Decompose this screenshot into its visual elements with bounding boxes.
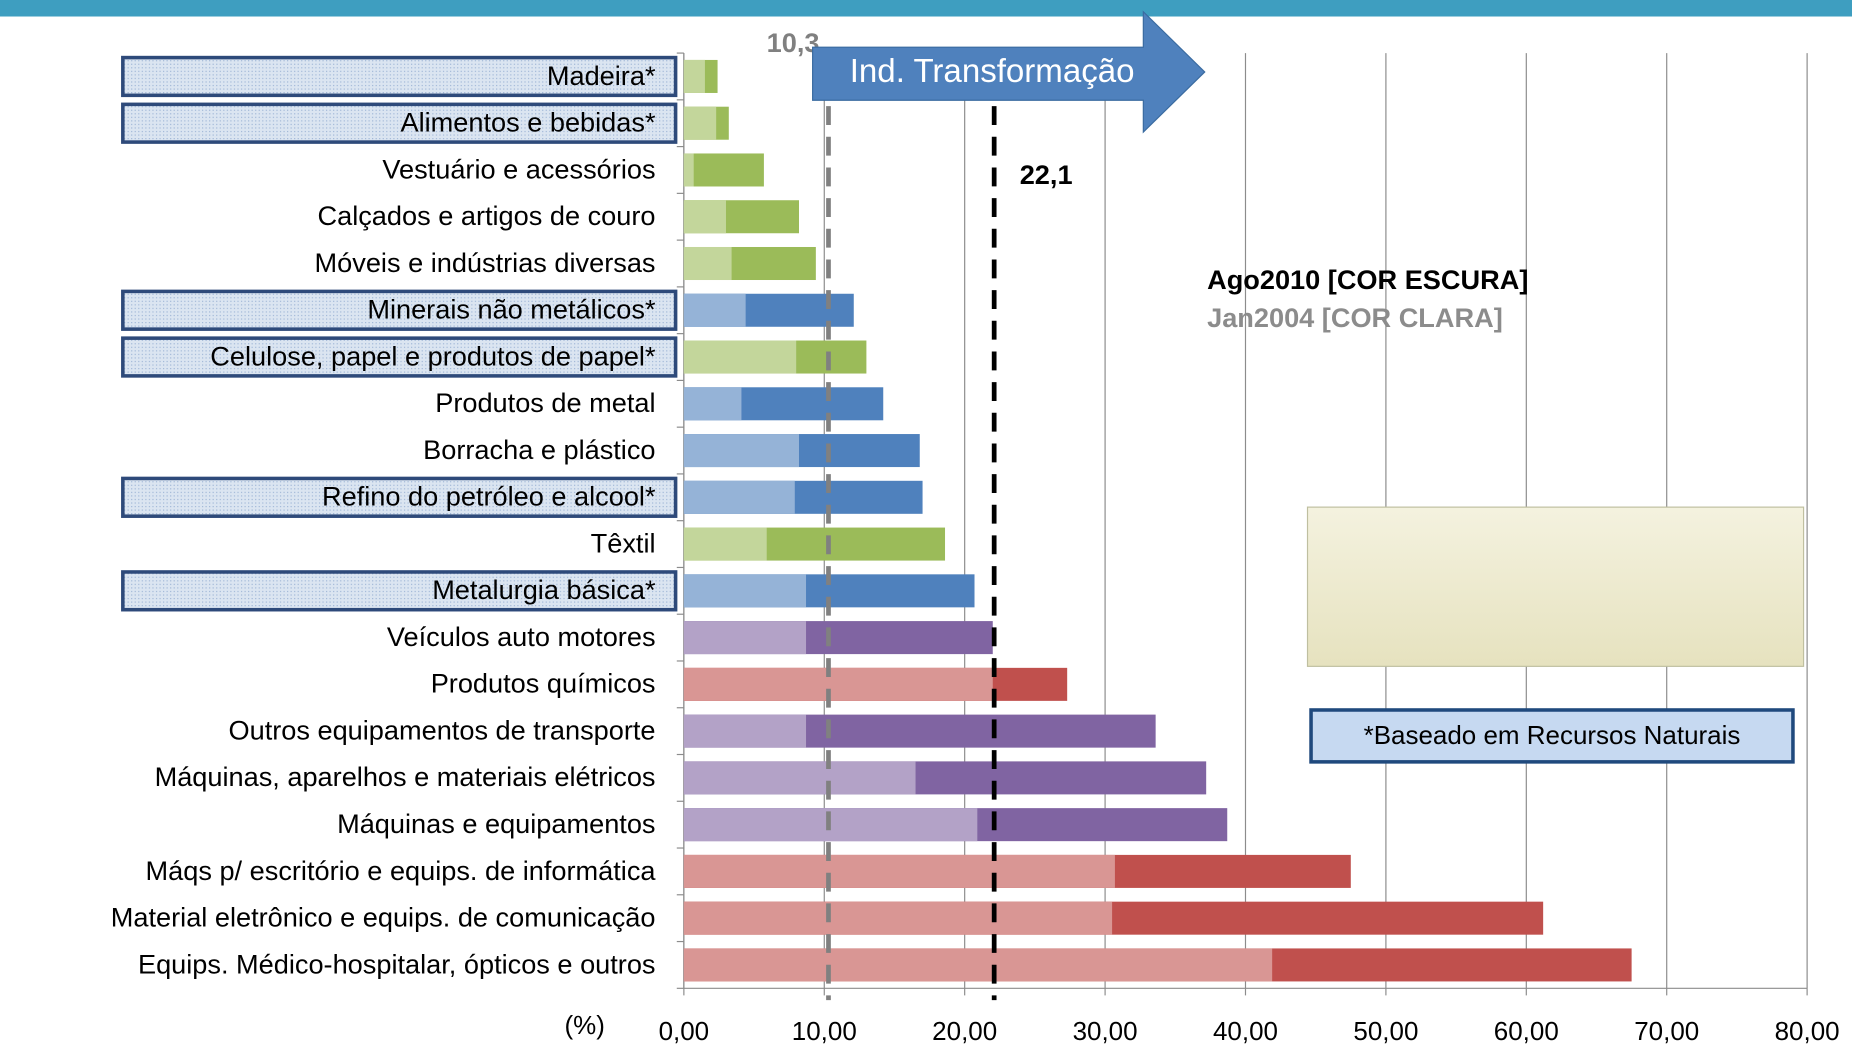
note: *Baseado em Recursos Naturais bbox=[1364, 720, 1741, 750]
natural-resource-box bbox=[121, 570, 678, 612]
reference-label: 22,1 bbox=[1020, 159, 1073, 190]
y-tick-label: Calçados e artigos de couro bbox=[318, 200, 656, 231]
y-tick-label: Madeira* bbox=[547, 60, 656, 91]
y-tick-label: Vestuário e acessórios bbox=[382, 153, 655, 184]
bar-jan2004 bbox=[683, 200, 726, 234]
x-tick-label: 60,00 bbox=[1494, 1016, 1559, 1046]
bar-jan2004 bbox=[683, 667, 993, 701]
y-tick-label: Produtos de metal bbox=[435, 387, 655, 418]
bar-jan2004 bbox=[683, 621, 807, 655]
banner-arrow bbox=[812, 10, 1206, 134]
x-tick-label: 50,00 bbox=[1353, 1016, 1418, 1046]
bar-jan2004 bbox=[683, 527, 767, 561]
y-tick-label: Outros equipamentos de transporte bbox=[228, 714, 655, 745]
bar-jan2004 bbox=[683, 480, 795, 514]
bar-jan2004 bbox=[683, 901, 1113, 935]
y-tick-label: Têxtil bbox=[591, 527, 656, 558]
bar-jan2004 bbox=[683, 387, 742, 421]
y-tick-label: Equips. Médico-hospitalar, ópticos e out… bbox=[138, 948, 656, 979]
bar-ago2010 bbox=[683, 153, 764, 187]
y-tick-label: Borracha e plástico bbox=[423, 434, 655, 465]
natural-resource-box bbox=[121, 336, 678, 378]
top-band bbox=[0, 0, 1852, 17]
natural-resource-box bbox=[121, 476, 678, 518]
y-tick-label: Máqs p/ escritório e equips. de informát… bbox=[146, 855, 657, 886]
y-tick-label: Produtos químicos bbox=[431, 668, 656, 699]
x-tick-label: 40,00 bbox=[1213, 1016, 1278, 1046]
x-tick-label: 0,00 bbox=[659, 1016, 710, 1046]
bar-jan2004 bbox=[683, 153, 694, 187]
bar-jan2004 bbox=[683, 714, 807, 748]
y-tick-label: Máquinas, aparelhos e materiais elétrico… bbox=[155, 761, 656, 792]
x-tick-label: 30,00 bbox=[1073, 1016, 1138, 1046]
x-tick-label: 20,00 bbox=[932, 1016, 997, 1046]
y-tick-label: Celulose, papel e produtos de papel* bbox=[210, 340, 656, 371]
y-tick-label: Minerais não metálicos* bbox=[367, 294, 656, 325]
bar-jan2004 bbox=[683, 761, 916, 795]
reference-label: 10,3 bbox=[767, 27, 820, 58]
bar-jan2004 bbox=[683, 59, 705, 93]
x-unit: (%) bbox=[564, 1010, 604, 1040]
x-tick-label: 80,00 bbox=[1775, 1016, 1840, 1046]
natural-resource-box bbox=[121, 102, 678, 144]
y-tick-label: Material eletrônico e equips. de comunic… bbox=[111, 902, 656, 933]
bar-jan2004 bbox=[683, 340, 797, 374]
natural-resource-box bbox=[121, 55, 678, 98]
y-tick-label: Metalurgia básica* bbox=[432, 574, 656, 605]
natural-resource-box bbox=[121, 289, 678, 331]
legend-entry: Jan2004 [COR CLARA] bbox=[1207, 302, 1503, 333]
bar-jan2004 bbox=[683, 854, 1115, 888]
x-tick-label: 70,00 bbox=[1634, 1016, 1699, 1046]
x-tick-label: 10,00 bbox=[792, 1016, 857, 1046]
note-box bbox=[1309, 708, 1795, 764]
bar-jan2004 bbox=[683, 434, 800, 468]
bar-jan2004 bbox=[683, 574, 807, 608]
bar-jan2004 bbox=[683, 106, 717, 140]
banner-text: Ind. Transformação bbox=[850, 53, 1135, 90]
bar-jan2004 bbox=[683, 948, 1273, 982]
bar-jan2004 bbox=[683, 293, 746, 327]
bar-jan2004 bbox=[683, 246, 732, 281]
y-tick-label: Máquinas e equipamentos bbox=[337, 808, 655, 839]
legend-entry: Ago2010 [COR ESCURA] bbox=[1207, 264, 1528, 295]
group-legend-box bbox=[1306, 506, 1805, 667]
y-tick-label: Veículos auto motores bbox=[387, 621, 656, 652]
y-tick-label: Móveis e indústrias diversas bbox=[315, 247, 656, 278]
y-tick-label: Refino do petróleo e alcool* bbox=[322, 481, 656, 512]
y-tick-label: Alimentos e bebidas* bbox=[401, 107, 656, 138]
